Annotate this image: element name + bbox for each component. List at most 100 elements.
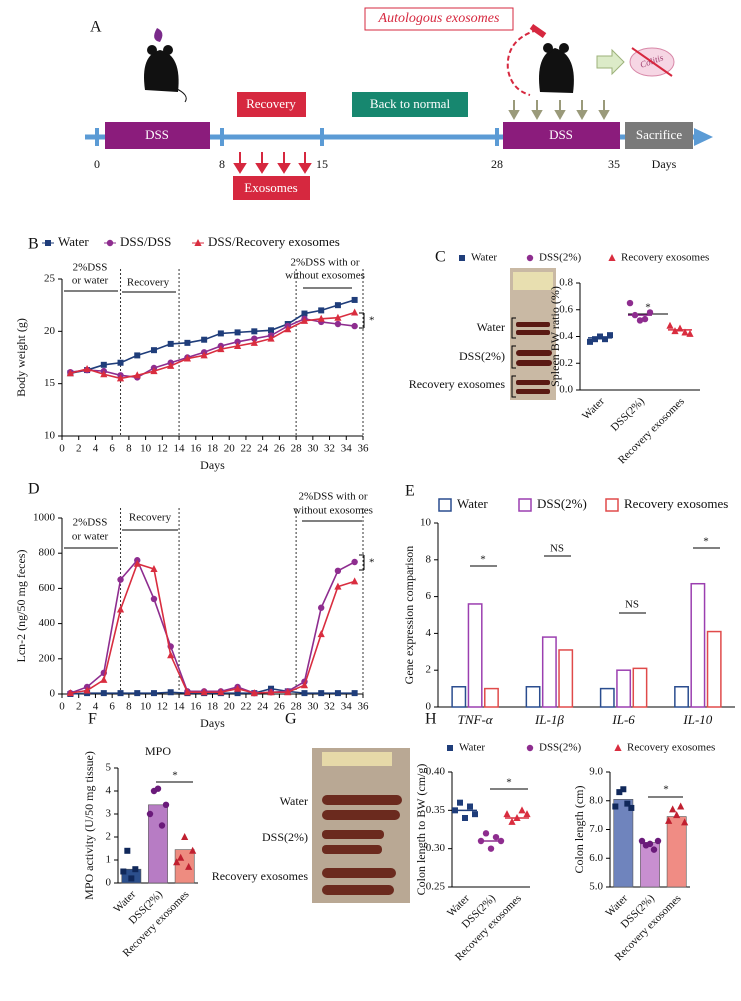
marker: [301, 690, 308, 697]
marker: [83, 365, 91, 373]
marker: [185, 862, 193, 870]
x-tick-label: 36: [358, 443, 370, 455]
series-line: [70, 317, 355, 379]
x-tick-label: 20: [224, 443, 236, 455]
y-tick-label: 3: [106, 808, 112, 820]
annotation: or water: [72, 275, 109, 287]
photo-bracket: [511, 345, 516, 369]
phase-label: DSS: [145, 127, 169, 142]
x-tick-label: 6: [109, 443, 115, 455]
marker: [120, 868, 127, 875]
x-axis-label: Days: [200, 716, 225, 730]
marker: [116, 374, 125, 382]
phase-box: [352, 92, 468, 117]
loop-arrow: [506, 29, 538, 96]
marker: [457, 799, 463, 806]
marker: [133, 559, 141, 567]
marker: [646, 309, 654, 316]
timeline-label: 35: [608, 157, 620, 171]
legend-marker: [106, 239, 114, 247]
marker: [616, 789, 623, 796]
x-tick-label: 30: [307, 443, 319, 455]
marker: [66, 689, 74, 697]
y-tick-label: 7.0: [589, 823, 603, 835]
bar: [613, 799, 634, 888]
annotation: *: [506, 777, 512, 789]
marker: [681, 818, 689, 826]
marker: [607, 332, 613, 339]
phase-box: [625, 122, 693, 149]
marker: [626, 299, 634, 307]
marker: [487, 845, 495, 852]
annotation: *: [480, 554, 486, 566]
y-tick-label: 0.2: [559, 357, 573, 369]
bar: [599, 687, 615, 708]
marker: [200, 688, 208, 696]
arrow: [596, 48, 625, 76]
x-tick-label: 28: [291, 701, 303, 713]
y-tick-label: 15: [44, 377, 56, 389]
marker: [233, 341, 242, 349]
bar: [525, 686, 541, 708]
marker: [317, 604, 325, 611]
marker: [150, 595, 158, 603]
phase-label: Back to normal: [370, 96, 451, 111]
x-tick-label: 30: [307, 701, 319, 713]
x-tick-label: 26: [274, 443, 286, 455]
y-tick-label: 9.0: [589, 766, 603, 778]
legend-label: Recovery exosomes: [627, 742, 715, 754]
legend-label: DSS(2%): [537, 496, 587, 511]
marker: [167, 340, 174, 347]
marker: [284, 325, 292, 333]
x-tick-label: 36: [358, 701, 370, 713]
marker: [318, 307, 325, 314]
marker: [334, 690, 341, 697]
marker: [267, 688, 275, 696]
bar: [451, 686, 467, 708]
photo-label: Water: [477, 320, 505, 334]
bar: [484, 687, 499, 708]
marker: [177, 853, 185, 861]
marker: [597, 333, 603, 340]
marker: [134, 352, 141, 359]
annotation: NS: [550, 543, 564, 555]
marker: [234, 690, 241, 697]
marker: [183, 688, 192, 696]
phase-box: [105, 122, 210, 149]
bar: [467, 603, 483, 708]
exosome-label: Exosomes: [244, 180, 297, 195]
x-tick-label: 22: [240, 443, 251, 455]
marker: [233, 684, 242, 692]
panel-letter: G: [285, 711, 297, 728]
panel-a: A Autologous exosomes Colitis 0 8 15 28 …: [85, 7, 713, 200]
annotation: 2%DSS: [73, 262, 108, 274]
marker: [351, 322, 358, 330]
marker: [100, 690, 107, 697]
marker: [351, 690, 358, 697]
marker: [234, 329, 241, 336]
bar: [632, 667, 648, 708]
x-tick-label: 32: [324, 443, 335, 455]
x-tick-label: IL-6: [611, 712, 635, 727]
marker: [587, 338, 593, 345]
mouse: [539, 48, 574, 93]
drop: [154, 28, 163, 42]
marker: [334, 313, 342, 321]
marker: [128, 875, 135, 882]
y-tick-label: 0.40: [426, 766, 446, 778]
y-tick-label: 0.8: [559, 277, 573, 289]
timeline-label: 28: [491, 157, 503, 171]
annotation: *: [703, 536, 709, 548]
legend-label: Water: [471, 252, 497, 264]
x-tick-label: 26: [274, 701, 286, 713]
x-axis-label: Days: [200, 458, 225, 472]
marker: [234, 338, 241, 345]
bar: [174, 849, 195, 884]
legend-label: DSS(2%): [539, 742, 582, 754]
marker: [317, 630, 325, 638]
legend-marker: [608, 254, 616, 261]
panel-letter: B: [28, 236, 39, 253]
marker: [217, 345, 225, 353]
marker: [133, 371, 141, 379]
marker: [482, 830, 490, 837]
